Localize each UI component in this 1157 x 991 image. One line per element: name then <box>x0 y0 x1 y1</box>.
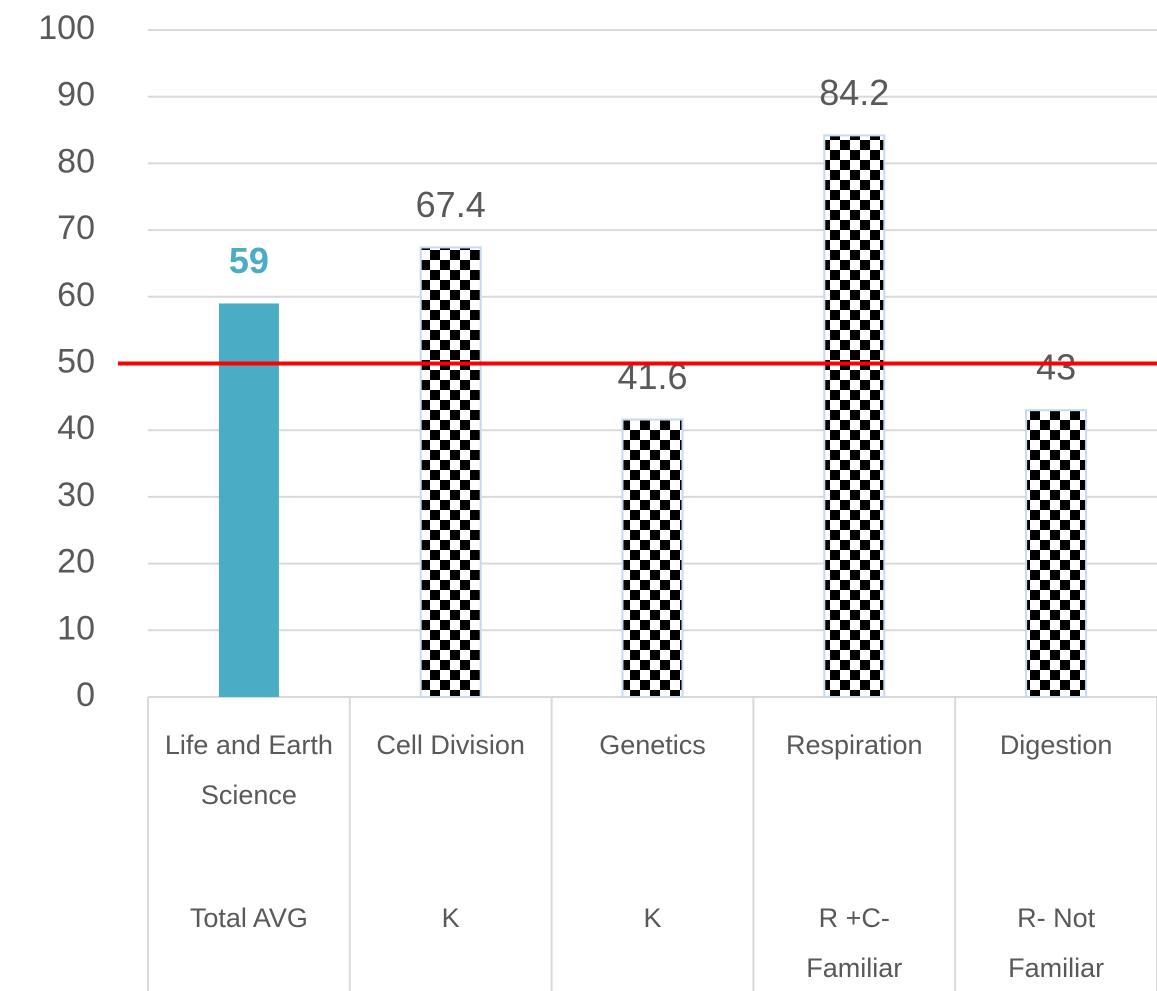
y-tick-label: 10 <box>57 609 95 647</box>
category-group-label: K <box>643 903 662 933</box>
x-tick-label: Cell Division <box>376 730 525 760</box>
category-group-label: Total AVG <box>189 903 308 933</box>
y-tick-label: 20 <box>57 543 95 581</box>
x-tick-label: Genetics <box>599 730 706 760</box>
bar <box>218 303 279 697</box>
x-tick-label: Digestion <box>999 730 1113 760</box>
y-tick-label: 40 <box>57 409 95 447</box>
y-tick-label: 70 <box>57 209 95 247</box>
y-tick-label: 80 <box>57 142 95 180</box>
y-tick-label: 0 <box>76 676 95 714</box>
value-label: 43 <box>1036 347 1076 388</box>
value-label: 67.4 <box>416 184 486 225</box>
category-group-label: K <box>441 903 460 933</box>
category-group-label: R- Not Familiar <box>1008 903 1105 983</box>
y-tick-label: 50 <box>57 342 95 380</box>
bar <box>1025 409 1088 698</box>
category-group-label: R +C- Familiar <box>806 903 903 983</box>
bar <box>419 246 482 699</box>
x-tick-label: Respiration <box>786 730 923 760</box>
y-tick-label: 90 <box>57 76 95 114</box>
y-tick-label: 30 <box>57 476 95 514</box>
value-label: 84.2 <box>819 72 889 113</box>
y-tick-label: 60 <box>57 276 95 314</box>
bar <box>621 418 684 698</box>
y-tick-label: 100 <box>38 9 95 47</box>
bar <box>823 134 886 699</box>
value-label: 59 <box>229 240 269 281</box>
x-tick-label: Life and Earth Science <box>164 730 333 810</box>
